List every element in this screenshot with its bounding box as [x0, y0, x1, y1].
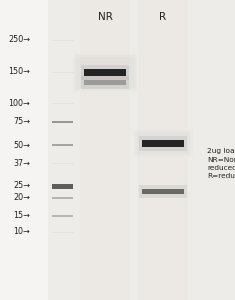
Bar: [84, 68, 126, 76]
Bar: [52, 121, 73, 123]
Bar: [133, 130, 192, 157]
Text: 250→: 250→: [8, 35, 30, 44]
Text: 100→: 100→: [8, 98, 30, 107]
Bar: [137, 133, 189, 154]
Text: 20→: 20→: [13, 194, 30, 202]
Bar: [81, 76, 129, 88]
Bar: [73, 53, 137, 91]
Text: 25→: 25→: [13, 182, 30, 190]
Bar: [76, 56, 134, 88]
Text: 50→: 50→: [13, 140, 30, 149]
Text: R: R: [159, 12, 167, 22]
Bar: [81, 64, 129, 80]
Text: NR: NR: [98, 12, 112, 22]
Text: 37→: 37→: [13, 158, 30, 167]
Text: 10→: 10→: [13, 227, 30, 236]
Bar: [142, 188, 184, 194]
Bar: [84, 80, 126, 85]
Bar: [48, 0, 235, 300]
Bar: [80, 0, 130, 300]
Text: 2ug loading
NR=Non-
reduced
R=reduced: 2ug loading NR=Non- reduced R=reduced: [207, 148, 235, 179]
Text: 15→: 15→: [13, 212, 30, 220]
Bar: [52, 197, 73, 199]
Bar: [139, 136, 187, 151]
Bar: [135, 131, 191, 155]
Bar: [74, 55, 136, 89]
Bar: [52, 144, 73, 146]
Text: 75→: 75→: [13, 118, 30, 127]
Bar: [142, 140, 184, 146]
Bar: [139, 184, 187, 197]
Bar: [52, 184, 73, 188]
Text: 150→: 150→: [8, 68, 30, 76]
Bar: [138, 0, 188, 300]
Bar: [52, 215, 73, 217]
